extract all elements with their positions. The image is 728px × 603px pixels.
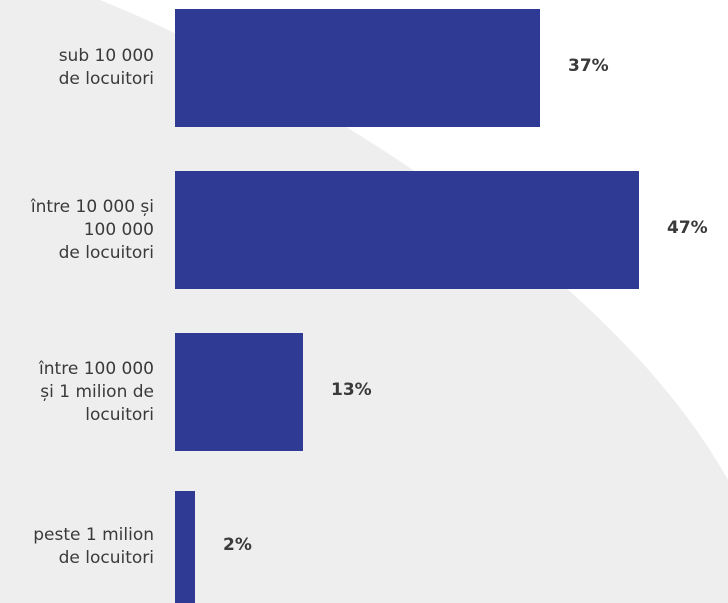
category-label-3: între 100 000 și 1 milion de locuitori [39,359,154,425]
bar-3 [175,333,303,451]
bar-2 [175,171,639,289]
category-label-1: sub 10 000 de locuitori [58,46,154,89]
value-label-4: 2% [223,535,252,555]
bar-1 [175,9,540,127]
value-label-2: 47% [667,218,708,238]
category-label-4: peste 1 milion de locuitori [33,525,154,568]
category-label-2: între 10 000 și 100 000 de locuitori [30,197,154,263]
bar-4 [175,491,195,603]
value-label-3: 13% [331,380,372,400]
value-label-1: 37% [568,56,609,76]
